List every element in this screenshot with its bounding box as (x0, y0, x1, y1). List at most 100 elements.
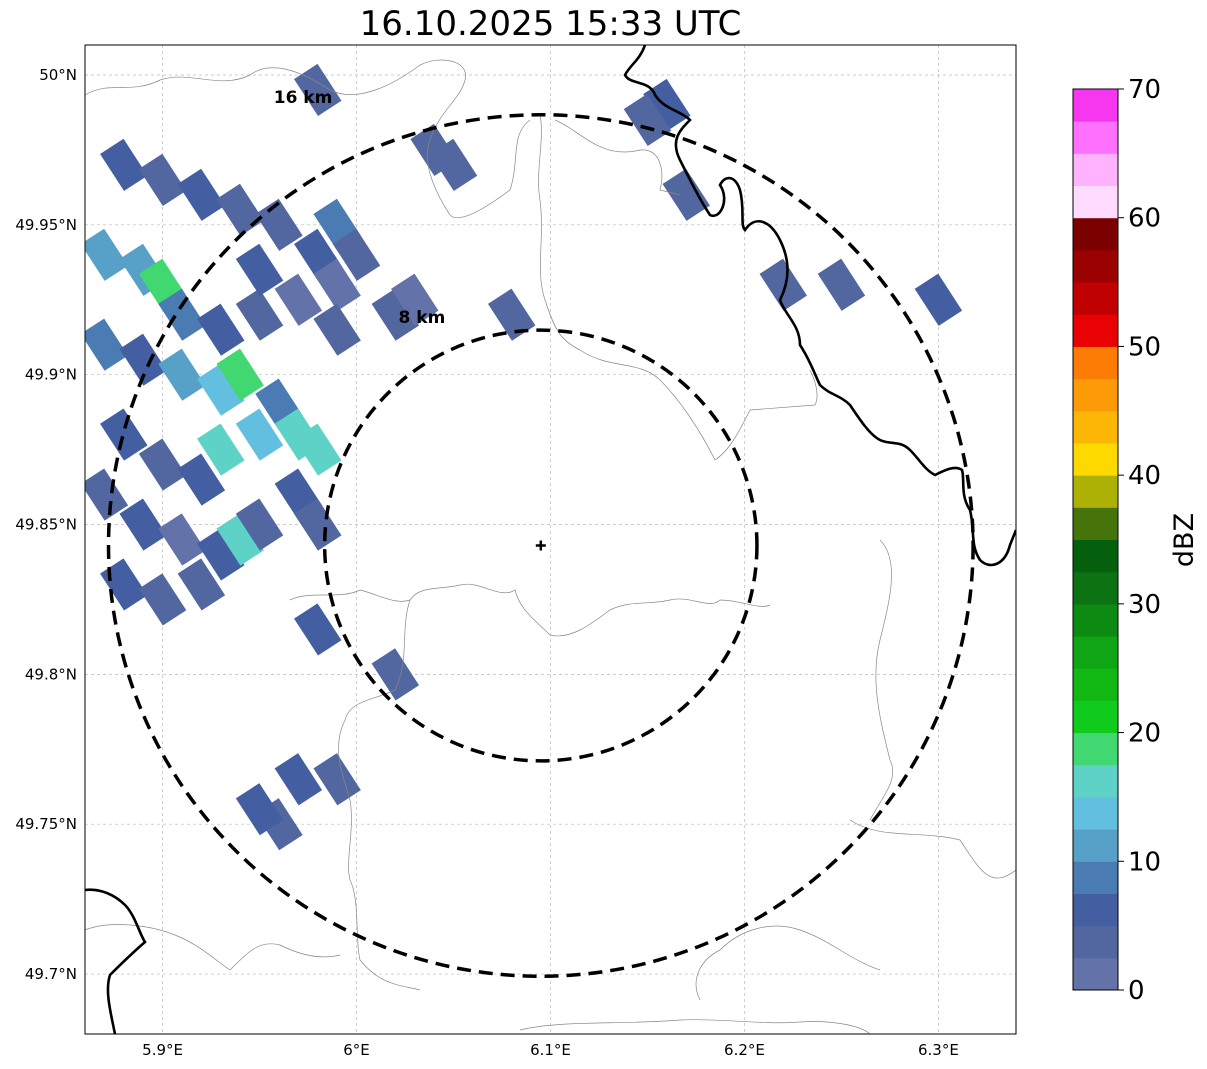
boundary-line (869, 539, 894, 821)
reflectivity-cell (235, 243, 284, 296)
colorbar-swatch (1073, 539, 1118, 573)
reflectivity-cell (216, 348, 264, 401)
reflectivity-cell (177, 453, 226, 506)
reflectivity-cell (332, 228, 381, 281)
boundary-line (519, 1019, 871, 1034)
reflectivity-cell (85, 228, 129, 281)
colorbar-swatch (1073, 571, 1118, 605)
range-ring-label: 8 km (399, 308, 446, 328)
reflectivity-cell (216, 513, 264, 566)
colorbar-swatch (1073, 668, 1118, 701)
range-ring-labels: 8 km 16 km (274, 88, 446, 328)
colorbar-swatches (1073, 89, 1118, 991)
boundary-line (85, 59, 531, 218)
reflectivity-cell (623, 93, 672, 146)
range-ring (322, 328, 759, 763)
reflectivity-cell (294, 423, 342, 476)
colorbar-swatch (1073, 442, 1118, 476)
colorbar-swatch (1073, 410, 1118, 444)
colorbar-swatch (1073, 603, 1118, 637)
reflectivity-cell (817, 258, 866, 311)
colorbar-swatch (1073, 829, 1118, 862)
reflectivity-cell (119, 498, 167, 551)
reflectivity-cell (235, 498, 284, 551)
admin-boundaries (85, 59, 1016, 1034)
map-title: 16.10.2025 15:33 UTC (359, 4, 742, 44)
reflectivity-cell (487, 288, 536, 341)
gridlines (85, 45, 1016, 1034)
reflectivity-cell (313, 753, 361, 806)
colorbar-label: dBZ (1169, 513, 1200, 567)
colorbar-frame (1072, 88, 1119, 991)
lon-tick-label: 6.2°E (724, 1041, 765, 1059)
lon-tick-label: 6.3°E (918, 1041, 959, 1059)
longitude-ticks: 5.9°E 6°E 6.1°E 6.2°E 6.3°E (142, 1041, 959, 1059)
lat-tick-label: 50°N (39, 66, 77, 84)
colorbar-swatch (1073, 957, 1118, 991)
reflectivity-cell (294, 603, 342, 656)
reflectivity-cell (100, 138, 148, 191)
boundary-line (85, 924, 341, 971)
plot-area: 8 km 16 km 5.9°E 6°E 6.1°E 6.2°E 6.3°E 50°N 49… (15, 44, 1017, 1059)
colorbar-swatch (1073, 475, 1118, 508)
reflectivity-cell (85, 318, 129, 371)
lat-tick-label: 49.85°N (15, 516, 77, 534)
reflectivity-cell (235, 288, 284, 341)
colorbar-swatch (1073, 764, 1118, 798)
boundary-line (538, 114, 818, 461)
colorbar-swatch (1073, 217, 1118, 251)
colorbar-swatch (1073, 507, 1118, 540)
colorbar-tick-label: 70 (1128, 75, 1161, 105)
reflectivity-cell (294, 63, 342, 117)
radar-site-marker (535, 540, 546, 551)
colorbar-swatch (1073, 925, 1118, 959)
reflectivity-cell (177, 558, 226, 611)
colorbar-swatch (1073, 861, 1118, 894)
country-borders (85, 45, 1016, 1034)
reflectivity-cells (85, 63, 963, 851)
reflectivity-cell (914, 273, 963, 326)
boundary-line (289, 583, 771, 637)
colorbar-swatch (1073, 732, 1118, 766)
colorbar-swatch (1073, 249, 1118, 283)
colorbar-swatch (1073, 153, 1118, 187)
colorbar-tick-label: 20 (1128, 719, 1161, 749)
range-ring (106, 112, 975, 978)
colorbar-swatch (1073, 121, 1118, 154)
boundary-line (849, 819, 1016, 879)
reflectivity-cell (100, 408, 148, 461)
reflectivity-cell (138, 153, 187, 206)
colorbar-swatch (1073, 796, 1118, 830)
reflectivity-cell (274, 753, 323, 806)
reflectivity-cell (274, 273, 323, 326)
reflectivity-cell (100, 558, 148, 611)
reflectivity-cell (294, 498, 342, 551)
lat-tick-label: 49.75°N (15, 815, 77, 833)
boundary-line (554, 119, 681, 196)
reflectivity-cell (216, 183, 264, 236)
colorbar-tick-label: 50 (1128, 332, 1161, 362)
colorbar-swatch (1073, 89, 1118, 122)
colorbar-tick-label: 0 (1128, 976, 1145, 1006)
colorbar-swatch (1073, 314, 1118, 347)
lat-tick-label: 49.9°N (25, 366, 77, 384)
lon-tick-label: 6°E (343, 1041, 370, 1059)
lon-tick-label: 6.1°E (530, 1041, 571, 1059)
reflectivity-cell (662, 168, 710, 221)
reflectivity-cell (158, 288, 206, 341)
latitude-ticks: 50°N 49.95°N 49.9°N 49.85°N 49.8°N 49.75°N 49.… (15, 66, 77, 983)
range-ring-label: 16 km (274, 88, 333, 108)
boundary-line (338, 599, 421, 991)
colorbar-tick-label: 10 (1128, 847, 1161, 877)
reflectivity-cell (371, 648, 420, 701)
reflectivity-cell (177, 168, 226, 221)
range-rings (106, 112, 975, 978)
lat-tick-label: 49.95°N (15, 216, 77, 234)
reflectivity-cell (197, 303, 245, 356)
colorbar-swatch (1073, 185, 1118, 219)
lat-tick-label: 49.7°N (25, 965, 77, 983)
reflectivity-cell (138, 573, 187, 626)
lon-tick-label: 5.9°E (142, 1041, 183, 1059)
reflectivity-cell (429, 138, 478, 191)
